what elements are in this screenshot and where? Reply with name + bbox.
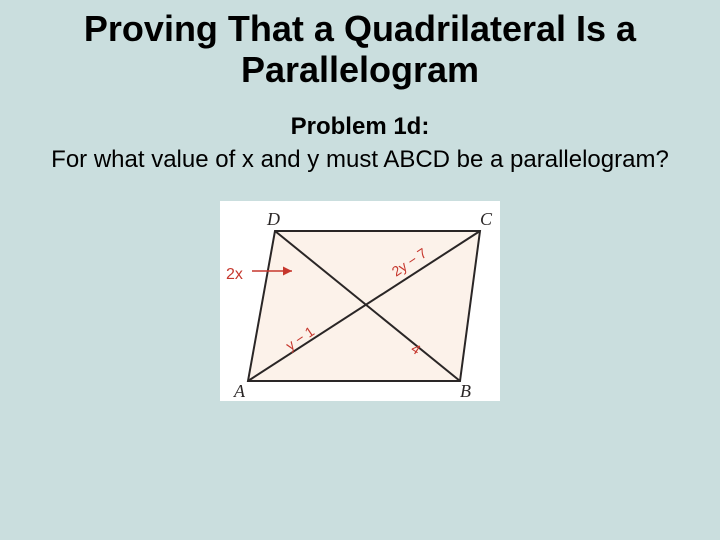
svg-text:2x: 2x	[226, 266, 243, 283]
figure-container: ABCD2x2y − 7y − 14	[14, 201, 706, 401]
problem-label: Problem 1d:	[14, 113, 706, 141]
problem-question: For what value of x and y must ABCD be a…	[14, 145, 706, 175]
slide: Proving That a Quadrilateral Is a Parall…	[0, 0, 720, 540]
slide-title: Proving That a Quadrilateral Is a Parall…	[14, 8, 706, 91]
svg-text:D: D	[266, 209, 280, 229]
parallelogram-figure: ABCD2x2y − 7y − 14	[220, 201, 500, 401]
diagram-svg: ABCD2x2y − 7y − 14	[220, 201, 500, 401]
svg-text:B: B	[460, 381, 471, 401]
svg-text:A: A	[233, 381, 246, 401]
svg-text:C: C	[480, 209, 493, 229]
